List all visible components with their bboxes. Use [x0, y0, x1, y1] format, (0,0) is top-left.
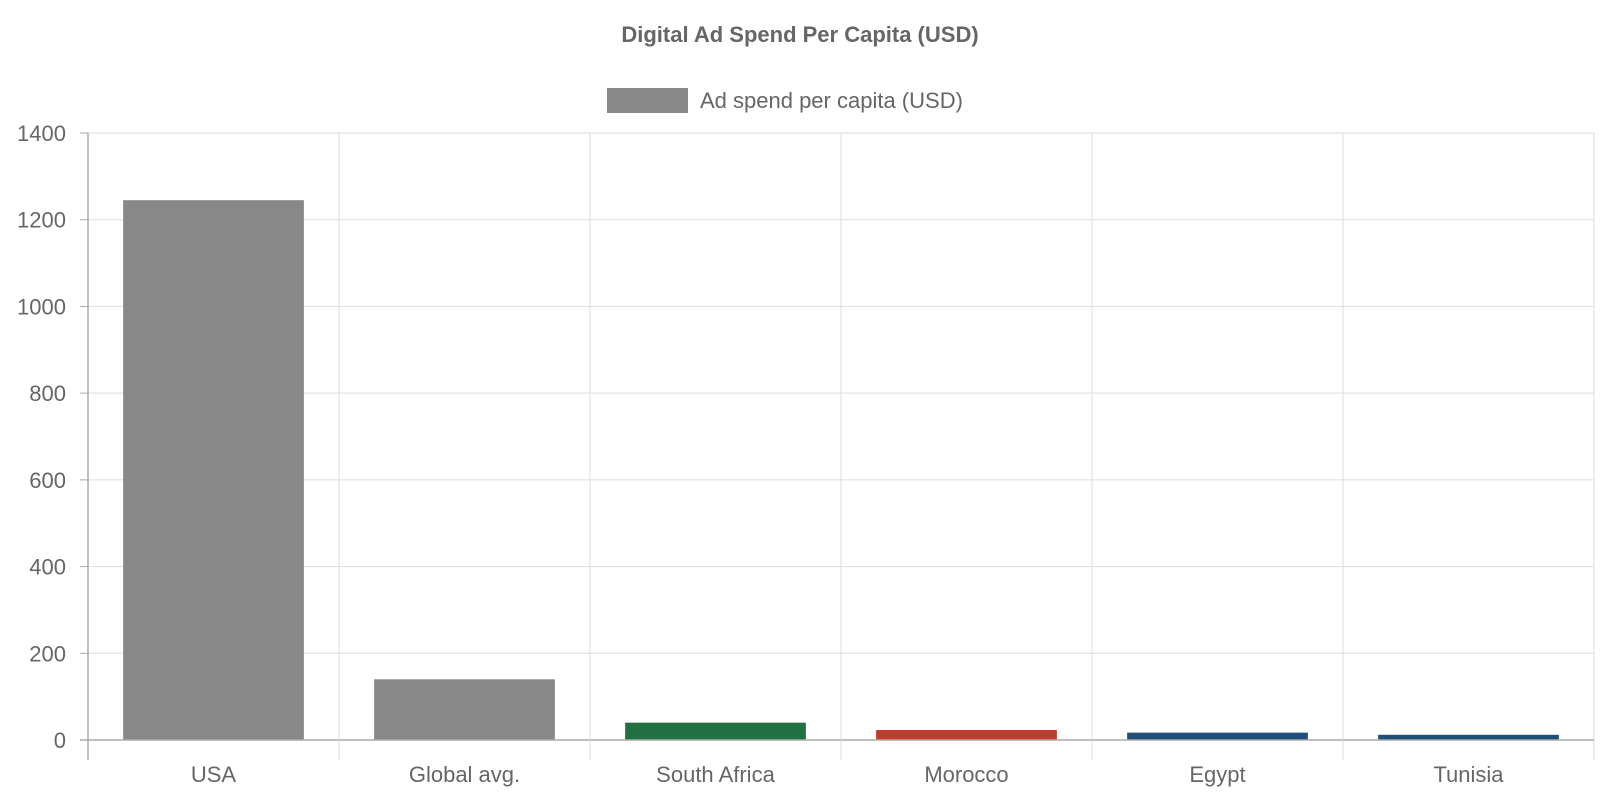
bar-south-africa: [625, 722, 806, 740]
y-tick-label: 600: [29, 468, 66, 493]
x-tick-label: Tunisia: [1433, 762, 1504, 787]
legend-label: Ad spend per capita (USD): [700, 88, 963, 113]
grid: [88, 132, 1595, 741]
y-tick-label: 200: [29, 641, 66, 666]
x-tick-label: Morocco: [924, 762, 1008, 787]
legend-swatch: [607, 88, 688, 113]
y-tick-label: 0: [54, 728, 66, 753]
bar-usa: [123, 200, 304, 741]
y-tick-label: 400: [29, 555, 66, 580]
axes: [80, 133, 1594, 760]
bar-tunisia: [1378, 734, 1559, 740]
legend[interactable]: Ad spend per capita (USD): [607, 88, 963, 113]
y-tick-label: 1400: [17, 121, 66, 146]
x-tick-label: Egypt: [1189, 762, 1245, 787]
x-tick-label: South Africa: [656, 762, 775, 787]
y-tick-label: 800: [29, 381, 66, 406]
y-axis-ticks: 0 200 400 600 800 1000 1200 1400: [17, 121, 88, 753]
x-axis-ticks: USA Global avg. South Africa Morocco Egypt Tu…: [191, 740, 1595, 787]
y-tick-label: 1200: [17, 208, 66, 233]
chart-title: Digital Ad Spend Per Capita (USD): [621, 22, 978, 47]
bars: [123, 200, 1559, 741]
bar-global-avg: [374, 679, 555, 740]
bar-morocco: [876, 730, 1057, 740]
x-tick-label: USA: [191, 762, 237, 787]
bar-egypt: [1127, 732, 1308, 740]
y-tick-label: 1000: [17, 294, 66, 319]
x-tick-label: Global avg.: [409, 762, 520, 787]
